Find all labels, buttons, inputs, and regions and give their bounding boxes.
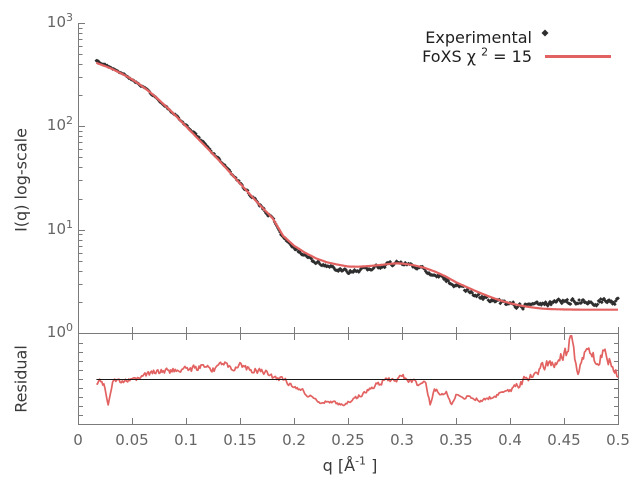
legend: Experimental FoXS χ 2 = 15 bbox=[422, 28, 618, 66]
y-axis-label-main: I(q) log-scale bbox=[11, 128, 31, 232]
y-axis-label-residual: Residual bbox=[11, 345, 31, 413]
x-tick-label-0: 0 bbox=[73, 431, 83, 449]
legend-label-experimental: Experimental bbox=[425, 28, 532, 47]
y-tick-exponent: 3 bbox=[66, 11, 73, 24]
x-tick-label-0.1: 0.1 bbox=[174, 431, 198, 449]
x-axis-label-suffix: ] bbox=[366, 456, 378, 475]
x-tick-label-0.3: 0.3 bbox=[390, 431, 414, 449]
x-axis-label-sup: -1 bbox=[355, 454, 367, 468]
x-tick-label-0.4: 0.4 bbox=[498, 431, 522, 449]
legend-marker-experimental bbox=[540, 28, 618, 47]
legend-label-foxs-sup: 2 bbox=[481, 45, 489, 59]
legend-marker-foxs bbox=[540, 47, 618, 66]
y-tick-base: 10 bbox=[46, 219, 66, 238]
y-tick-label-10e1: 101 bbox=[47, 219, 73, 239]
x-axis-label-text: q [Å bbox=[322, 456, 356, 475]
legend-item-foxs-fit: FoXS χ 2 = 15 bbox=[422, 47, 618, 66]
x-tick-label-0.25: 0.25 bbox=[331, 431, 365, 449]
legend-label-foxs-suffix: = 15 bbox=[488, 47, 532, 66]
legend-label-foxs: FoXS χ 2 = 15 bbox=[422, 47, 540, 66]
x-tick-label-0.45: 0.45 bbox=[547, 431, 581, 449]
y-tick-base: 10 bbox=[46, 116, 66, 135]
y-tick-exponent: 1 bbox=[66, 217, 73, 231]
x-tick-label-0.15: 0.15 bbox=[223, 431, 257, 449]
y-tick-exponent: 2 bbox=[66, 114, 73, 128]
legend-item-experimental: Experimental bbox=[422, 28, 618, 47]
y-tick-label-10e2: 102 bbox=[47, 115, 73, 135]
fit-curve bbox=[95, 61, 618, 311]
y-tick-base: 10 bbox=[46, 13, 66, 31]
residual-curve bbox=[96, 334, 619, 407]
x-tick-label-0.05: 0.05 bbox=[115, 431, 149, 449]
y-tick-base: 10 bbox=[46, 323, 66, 341]
x-tick-label-0.5: 0.5 bbox=[606, 431, 630, 449]
axes bbox=[78, 23, 619, 425]
x-tick-label-0.2: 0.2 bbox=[282, 431, 306, 449]
diamond-icon bbox=[541, 29, 549, 37]
experimental-points bbox=[94, 58, 620, 311]
y-tick-exponent: 0 bbox=[66, 321, 73, 334]
y-tick-label-10e3: 103 bbox=[47, 12, 73, 32]
fit-line-swatch-icon bbox=[545, 55, 611, 58]
x-axis-label: q [Å-1 ] bbox=[323, 456, 378, 475]
legend-label-foxs-prefix: FoXS χ bbox=[422, 47, 476, 66]
y-tick-label-10e0: 100 bbox=[47, 322, 73, 342]
x-tick-label-0.35: 0.35 bbox=[439, 431, 473, 449]
